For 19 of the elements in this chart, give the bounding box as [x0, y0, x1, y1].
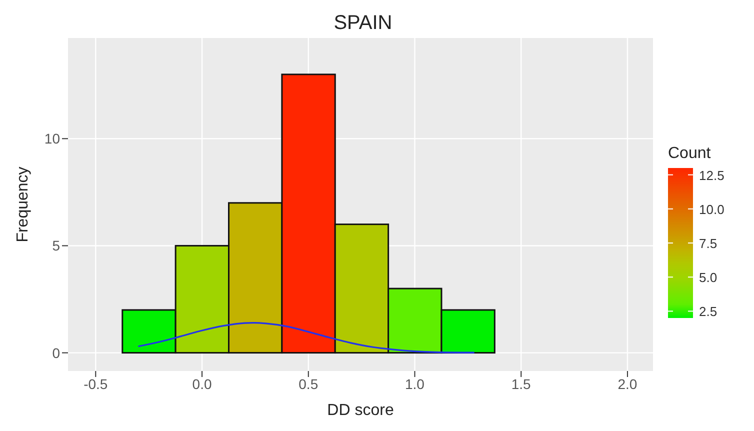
- y-axis-title: Frequency: [14, 166, 32, 242]
- y-tick-label: 0: [52, 344, 60, 361]
- chart-title: SPAIN: [332, 12, 394, 35]
- x-tick-label: 1.5: [511, 376, 532, 392]
- y-tick-label: 10: [44, 130, 60, 147]
- line-series: [137, 322, 476, 354]
- color-bar-title: Count: [668, 145, 712, 162]
- color-bar-label: 2.5: [699, 304, 718, 320]
- x-tick-label: 2.0: [618, 376, 638, 392]
- color-bar-label: 10.0: [699, 202, 724, 217]
- x-tick-label: 0.5: [298, 376, 318, 392]
- color-bar-label: 5.0: [699, 270, 718, 286]
- x-tick-label: 1.0: [405, 376, 425, 392]
- color-bar-label: 7.5: [699, 236, 718, 251]
- x-axis-title: DD score: [327, 402, 394, 419]
- x-tick-label: 0.0: [192, 376, 212, 392]
- color-bar-label: 12.5: [699, 168, 724, 183]
- x-tick-label: -0.5: [84, 376, 108, 392]
- y-tick-label: 5: [52, 238, 60, 254]
